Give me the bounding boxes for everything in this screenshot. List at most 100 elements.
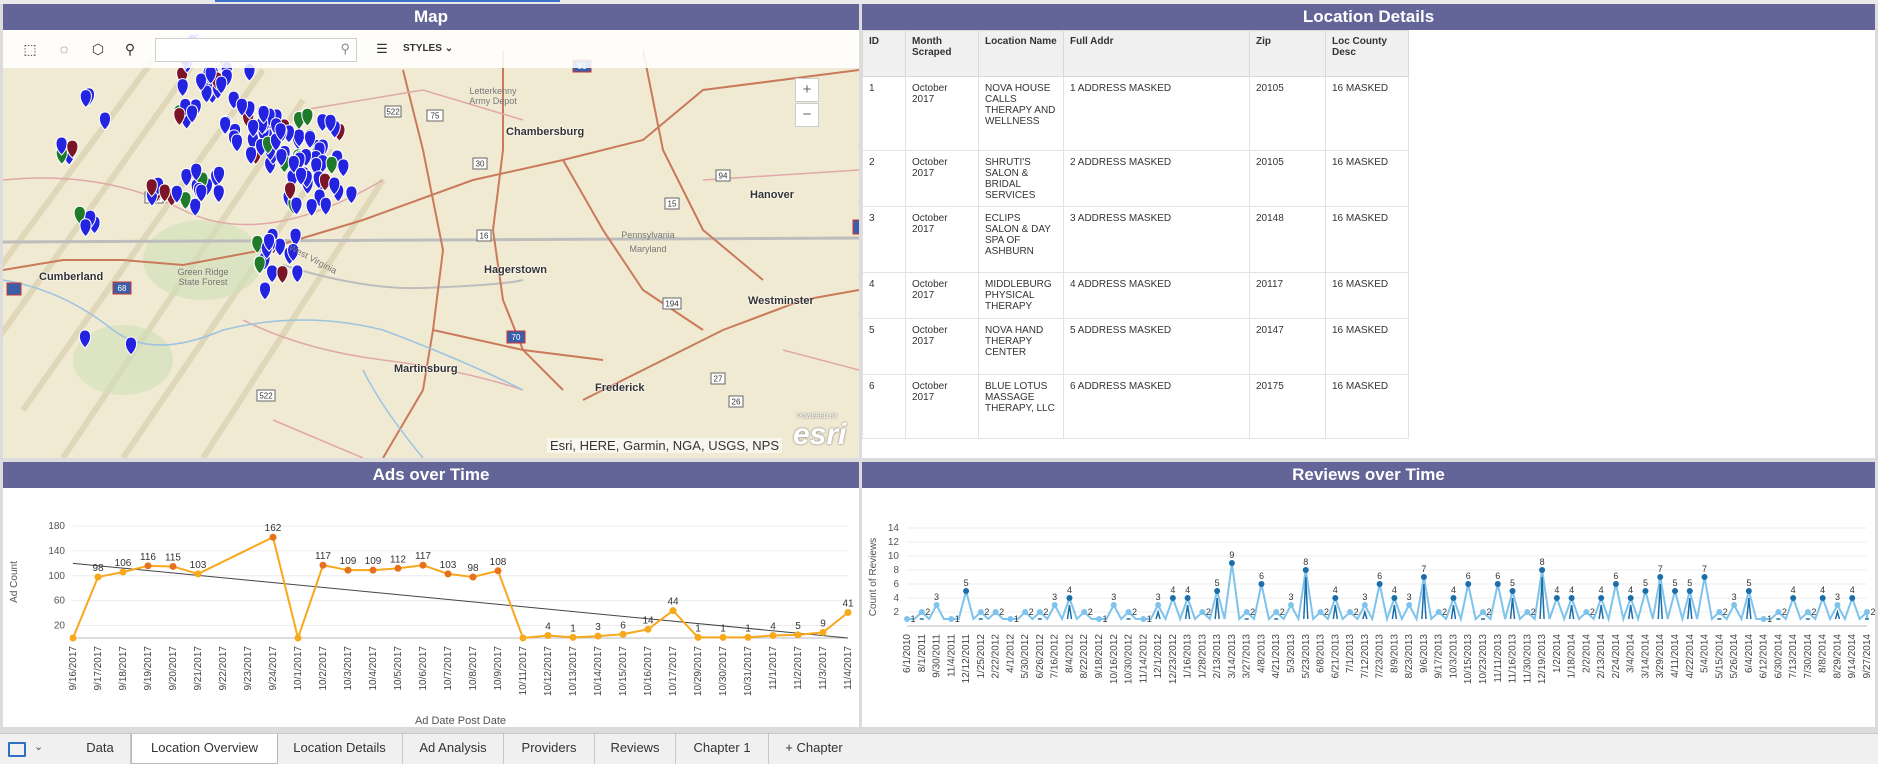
map-location-pin[interactable] xyxy=(325,155,338,176)
map-location-pin[interactable] xyxy=(253,255,266,275)
map-location-pin[interactable] xyxy=(291,264,304,284)
data-point[interactable] xyxy=(1509,588,1516,594)
data-point[interactable] xyxy=(794,631,802,639)
map-location-pin[interactable] xyxy=(230,133,244,153)
map-location-pin[interactable] xyxy=(235,97,249,117)
data-point[interactable] xyxy=(1583,609,1590,615)
data-point[interactable] xyxy=(918,609,925,615)
data-point[interactable] xyxy=(963,588,970,594)
data-point[interactable] xyxy=(544,632,552,640)
map-location-pin[interactable] xyxy=(124,336,138,356)
tab-new-chapter[interactable]: + Chapter xyxy=(785,740,843,755)
data-point[interactable] xyxy=(94,573,102,581)
data-point[interactable] xyxy=(1494,581,1501,587)
data-point[interactable] xyxy=(1539,567,1546,573)
data-point[interactable] xyxy=(1450,595,1457,601)
map-canvas[interactable]: 522 75 30 15 94 16 194 70 27 26 68 220 5… xyxy=(3,30,859,458)
map-basemap[interactable]: 522 75 30 15 94 16 194 70 27 26 68 220 5… xyxy=(3,30,859,458)
data-point[interactable] xyxy=(1376,581,1383,587)
column-header[interactable]: Location Name xyxy=(978,30,1064,77)
data-point[interactable] xyxy=(1155,602,1162,608)
data-point[interactable] xyxy=(1686,588,1693,594)
data-point[interactable] xyxy=(719,633,727,641)
rectangle-select-icon[interactable]: ⬚ xyxy=(23,41,37,57)
map-location-pin[interactable] xyxy=(78,329,92,349)
map-location-pin[interactable] xyxy=(158,183,171,203)
data-point[interactable] xyxy=(1524,609,1531,615)
data-point[interactable] xyxy=(1642,588,1649,594)
chevron-down-icon[interactable]: ⌄ xyxy=(34,741,44,753)
map-search-input[interactable]: ⚲ xyxy=(155,38,357,62)
map-location-pin[interactable] xyxy=(180,168,193,188)
map-location-pin[interactable] xyxy=(292,128,306,148)
data-point[interactable] xyxy=(569,633,577,641)
data-point[interactable] xyxy=(1096,616,1102,622)
data-point[interactable] xyxy=(69,634,77,642)
map-location-pin[interactable] xyxy=(345,185,358,205)
data-point[interactable] xyxy=(977,609,984,615)
ads-over-time-chart[interactable]: 20 60 100 140 180 Ad Count Ad Date Post Date 9/… xyxy=(3,488,859,727)
data-point[interactable] xyxy=(1406,602,1413,608)
map-location-pin[interactable] xyxy=(176,78,189,98)
map-location-pin[interactable] xyxy=(98,111,112,131)
map-location-pin[interactable] xyxy=(290,196,303,216)
data-point[interactable] xyxy=(1081,609,1088,615)
tab-location-details[interactable]: Location Details xyxy=(277,734,403,764)
map-location-pin[interactable] xyxy=(79,89,92,109)
data-point[interactable] xyxy=(1332,595,1339,601)
map-location-pin[interactable] xyxy=(190,162,203,182)
table-row[interactable]: 3 October 2017 ECLIPS SALON & DAY SPA OF A… xyxy=(862,206,1409,273)
data-point[interactable] xyxy=(1775,609,1782,615)
data-point[interactable] xyxy=(369,566,377,574)
data-point[interactable] xyxy=(119,568,127,576)
zoom-out-button[interactable]: − xyxy=(795,103,819,127)
data-point[interactable] xyxy=(494,567,502,575)
data-point[interactable] xyxy=(1760,616,1767,622)
data-point[interactable] xyxy=(1716,609,1723,615)
data-point[interactable] xyxy=(1657,574,1664,580)
data-point[interactable] xyxy=(1627,595,1634,601)
data-point[interactable] xyxy=(1228,560,1235,566)
map-location-pin[interactable] xyxy=(189,197,202,218)
data-point[interactable] xyxy=(1804,609,1811,615)
data-point[interactable] xyxy=(394,564,402,572)
map-location-pin[interactable] xyxy=(283,181,297,201)
data-point[interactable] xyxy=(1022,609,1029,615)
map-location-pin[interactable] xyxy=(218,115,232,136)
data-point[interactable] xyxy=(269,533,277,541)
data-point[interactable] xyxy=(1790,595,1797,601)
data-point[interactable] xyxy=(819,628,827,636)
map-location-pin[interactable] xyxy=(215,75,228,95)
data-point[interactable] xyxy=(1672,588,1678,594)
data-point[interactable] xyxy=(594,632,602,640)
data-point[interactable] xyxy=(1347,609,1354,615)
data-point[interactable] xyxy=(169,562,177,570)
map-location-pin[interactable] xyxy=(275,148,288,168)
map-location-pin[interactable] xyxy=(262,232,276,253)
layers-icon[interactable]: ☰ xyxy=(376,41,388,56)
tab-providers[interactable]: Providers xyxy=(504,734,595,764)
data-point[interactable] xyxy=(1391,595,1398,601)
data-point[interactable] xyxy=(344,566,352,574)
styles-button[interactable]: STYLES ⌄ xyxy=(403,43,454,54)
map-location-pin[interactable] xyxy=(195,183,208,203)
data-point[interactable] xyxy=(1214,588,1221,594)
data-point[interactable] xyxy=(992,609,999,615)
data-point[interactable] xyxy=(669,607,677,615)
column-header[interactable]: Full Addr xyxy=(1063,30,1250,77)
tab-location-overview[interactable]: Location Overview xyxy=(131,734,278,764)
data-point[interactable] xyxy=(1465,581,1472,587)
zoom-in-button[interactable]: + xyxy=(795,78,819,102)
map-location-pin[interactable] xyxy=(337,158,350,178)
data-point[interactable] xyxy=(1184,595,1191,601)
data-point[interactable] xyxy=(644,625,652,633)
column-header[interactable]: Zip xyxy=(1249,30,1326,77)
data-point[interactable] xyxy=(1420,574,1427,580)
data-point[interactable] xyxy=(948,616,955,622)
map-location-pin[interactable] xyxy=(170,184,183,204)
map-location-pin[interactable] xyxy=(145,178,158,198)
data-point[interactable] xyxy=(694,633,702,641)
tab-reviews[interactable]: Reviews xyxy=(595,734,676,764)
data-point[interactable] xyxy=(1553,595,1560,601)
